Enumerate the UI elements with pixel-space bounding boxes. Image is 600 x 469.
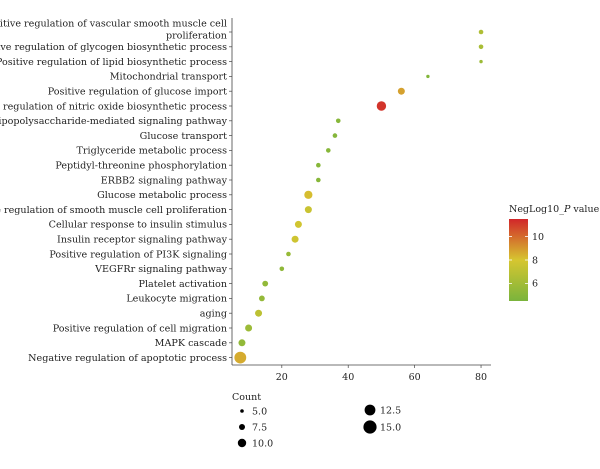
size-legend-swatch xyxy=(363,420,377,434)
category-label: Lipopolysaccharide-mediated signaling pa… xyxy=(0,116,228,127)
data-points xyxy=(234,29,484,364)
category-label: Glucose metabolic process xyxy=(97,190,227,201)
category-label: Mitochondrial transport xyxy=(110,72,227,83)
category-label: Leukocyte migration xyxy=(126,294,227,305)
x-tick-label: 60 xyxy=(409,372,421,383)
size-legend-swatch xyxy=(240,409,244,413)
data-point xyxy=(332,133,338,138)
category-label: aging xyxy=(200,309,227,320)
data-point xyxy=(316,162,321,168)
data-point xyxy=(258,295,265,302)
size-legend-swatch xyxy=(239,424,245,430)
colorbar-tick-label: 6 xyxy=(532,279,538,290)
size-legend-label: 12.5 xyxy=(380,405,401,416)
colorbar-ticks: 6 8 10 xyxy=(509,232,544,290)
category-label: Positive regulation of vascular smooth m… xyxy=(0,19,227,42)
data-point xyxy=(478,44,484,50)
data-point xyxy=(478,29,484,35)
data-point xyxy=(255,309,263,317)
data-point xyxy=(291,235,299,243)
size-legend-label: 15.0 xyxy=(380,422,401,433)
data-point xyxy=(294,220,302,228)
data-point xyxy=(325,148,331,153)
size-legend-label: 10.0 xyxy=(252,438,273,449)
category-label: ERBB2 signaling pathway xyxy=(101,175,228,186)
data-point xyxy=(479,59,483,64)
category-label: Positive regulation of smooth muscle cel… xyxy=(0,205,227,216)
category-label: Cellular response to insulin stimulus xyxy=(49,220,227,231)
size-legend-swatch xyxy=(364,404,376,416)
size-legend-entries: 5.0 7.5 10.0 12.5 15.0 xyxy=(237,404,401,449)
data-point xyxy=(262,280,269,287)
category-label: Triglyceride metabolic process xyxy=(77,146,228,157)
category-label: VEGFRr signaling pathway xyxy=(94,264,227,275)
x-axis-ticks: 20 40 60 80 xyxy=(276,365,487,383)
x-tick-label: 80 xyxy=(475,372,487,383)
data-point xyxy=(304,190,313,199)
category-label: Insulin receptor signaling pathway xyxy=(57,235,228,246)
category-label: Negative regulation of apoptotic process xyxy=(28,353,227,364)
size-legend: Count 5.0 7.5 10.0 12.5 15.0 xyxy=(232,392,401,449)
category-label: Positive regulation of lipid biosyntheti… xyxy=(0,57,227,68)
data-point xyxy=(245,324,253,332)
color-legend: NegLog10_P value 6 8 10 xyxy=(509,204,600,301)
x-tick-label: 20 xyxy=(276,372,288,383)
data-point xyxy=(279,266,285,272)
data-point xyxy=(316,177,321,183)
category-label: MAPK cascade xyxy=(155,338,228,349)
colorbar xyxy=(509,219,528,301)
data-point xyxy=(397,87,405,95)
colorbar-tick-label: 8 xyxy=(532,255,538,266)
size-legend-swatch xyxy=(237,438,247,448)
data-point xyxy=(304,206,312,214)
category-label: Positive regulation of PI3K signaling xyxy=(49,249,227,260)
size-legend-title: Count xyxy=(232,392,261,403)
data-point xyxy=(286,251,291,257)
color-legend-title: NegLog10_P value xyxy=(509,204,600,215)
data-point xyxy=(238,339,246,347)
data-point xyxy=(234,351,247,364)
category-label: Positive regulation of glycogen biosynth… xyxy=(0,42,227,53)
size-legend-label: 7.5 xyxy=(252,422,267,433)
category-label: Positive regulation of nitric oxide bios… xyxy=(0,101,227,112)
category-label: Peptidyl-threonine phosphorylation xyxy=(55,161,227,172)
category-label: Positive regulation of cell migration xyxy=(53,323,227,334)
category-labels: Positive regulation of vascular smooth m… xyxy=(0,19,232,364)
axes xyxy=(231,18,491,366)
category-label: Platelet activation xyxy=(139,279,227,290)
data-point xyxy=(335,118,341,124)
category-label: Positive regulation of glucose import xyxy=(48,87,227,98)
size-legend-label: 5.0 xyxy=(252,406,267,417)
data-point xyxy=(426,74,430,79)
category-label: Glucose transport xyxy=(140,131,227,142)
colorbar-tick-label: 10 xyxy=(532,232,544,243)
data-point xyxy=(376,101,387,111)
x-tick-label: 40 xyxy=(342,372,354,383)
